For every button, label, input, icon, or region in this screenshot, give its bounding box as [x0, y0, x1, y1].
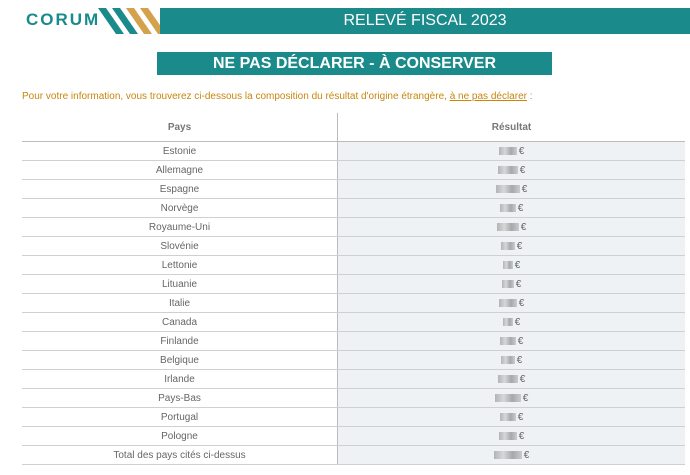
result-cell: €: [337, 160, 685, 180]
currency: €: [517, 335, 524, 347]
table-row: Norvège €: [22, 198, 685, 218]
country: Total des pays cités ci-dessus: [22, 445, 338, 465]
result-cell: €: [337, 407, 685, 427]
country: Belgique: [22, 350, 338, 370]
result-cell: €: [337, 236, 685, 256]
redacted-amount: [500, 355, 515, 364]
logo: CORUM: [26, 10, 101, 29]
redacted-amount: [495, 184, 520, 193]
result-cell: €: [337, 445, 685, 465]
table-row: Italie €: [22, 293, 685, 313]
column-header: Pays: [22, 113, 338, 142]
intro-text: Pour votre information, vous trouverez c…: [22, 91, 450, 102]
table-row: Total des pays cités ci-dessus €: [22, 445, 685, 465]
redacted-amount: [499, 412, 516, 421]
table-row: Portugal €: [22, 407, 685, 427]
table-row: Pologne €: [22, 426, 685, 446]
redacted-amount: [498, 431, 517, 440]
country: Lettonie: [22, 255, 338, 275]
currency: €: [516, 240, 523, 252]
table-row: Canada €: [22, 312, 685, 332]
table-row: Estonie €: [22, 141, 685, 161]
result-cell: €: [337, 426, 685, 446]
currency: €: [522, 392, 529, 404]
country: Estonie: [22, 141, 338, 161]
redacted-amount: [499, 336, 516, 345]
currency: €: [518, 430, 525, 442]
table-row: Lettonie €: [22, 255, 685, 275]
table-row: Slovénie €: [22, 236, 685, 256]
redacted-amount: [502, 260, 513, 269]
result-cell: €: [337, 312, 685, 332]
currency: €: [514, 259, 521, 271]
country: Portugal: [22, 407, 338, 427]
result-cell: €: [337, 293, 685, 313]
result-cell: €: [337, 141, 685, 161]
redacted-amount: [502, 317, 513, 326]
country: Italie: [22, 293, 338, 313]
header-title: RELEVÉ FISCAL 2023: [160, 8, 690, 34]
currency: €: [518, 145, 525, 157]
intro-underlined: à ne pas déclarer: [449, 91, 527, 102]
decor-stripes: [98, 8, 162, 34]
currency: €: [517, 202, 524, 214]
table-row: Belgique €: [22, 350, 685, 370]
currency: €: [518, 297, 525, 309]
result-table: Pays Résultat Estonie € Allemagne € Espagne €…: [22, 113, 685, 465]
country: Norvège: [22, 198, 338, 218]
banner: NE PAS DÉCLARER - À CONSERVER: [157, 52, 552, 75]
result-cell: €: [337, 255, 685, 275]
table-row: Espagne €: [22, 179, 685, 199]
intro: Pour votre information, vous trouverez c…: [22, 91, 533, 102]
redacted-amount: [496, 222, 519, 231]
table-row: Pays-Bas €: [22, 388, 685, 408]
intro-end: :: [526, 91, 533, 102]
table-row: Finlande €: [22, 331, 685, 351]
currency: €: [523, 449, 530, 461]
currency: €: [514, 316, 521, 328]
result-cell: €: [337, 369, 685, 389]
country: Irlande: [22, 369, 338, 389]
redacted-amount: [501, 279, 514, 288]
result-cell: €: [337, 217, 685, 237]
redacted-amount: [499, 203, 516, 212]
country: Royaume-Uni: [22, 217, 338, 237]
redacted-amount: [500, 241, 515, 250]
result-cell: €: [337, 331, 685, 351]
result-cell: €: [337, 198, 685, 218]
country: Allemagne: [22, 160, 338, 180]
result-cell: €: [337, 350, 685, 370]
currency: €: [515, 278, 522, 290]
currency: €: [519, 164, 526, 176]
column-header: Résultat: [337, 113, 685, 142]
redacted-amount: [493, 450, 522, 459]
result-cell: €: [337, 274, 685, 294]
redacted-amount: [497, 374, 518, 383]
country: Slovénie: [22, 236, 338, 256]
redacted-amount: [498, 298, 517, 307]
currency: €: [516, 354, 523, 366]
country: Pologne: [22, 426, 338, 446]
country: Espagne: [22, 179, 338, 199]
result-cell: €: [337, 179, 685, 199]
redacted-amount: [497, 165, 518, 174]
redacted-amount: [498, 146, 517, 155]
country: Canada: [22, 312, 338, 332]
currency: €: [520, 221, 527, 233]
table-row: Royaume-Uni €: [22, 217, 685, 237]
table-row: Irlande €: [22, 369, 685, 389]
table-row: Lituanie €: [22, 274, 685, 294]
country: Lituanie: [22, 274, 338, 294]
redacted-amount: [494, 393, 521, 402]
currency: €: [521, 183, 528, 195]
country: Finlande: [22, 331, 338, 351]
country: Pays-Bas: [22, 388, 338, 408]
currency: €: [519, 373, 526, 385]
currency: €: [517, 411, 524, 423]
result-cell: €: [337, 388, 685, 408]
table-row: Allemagne €: [22, 160, 685, 180]
